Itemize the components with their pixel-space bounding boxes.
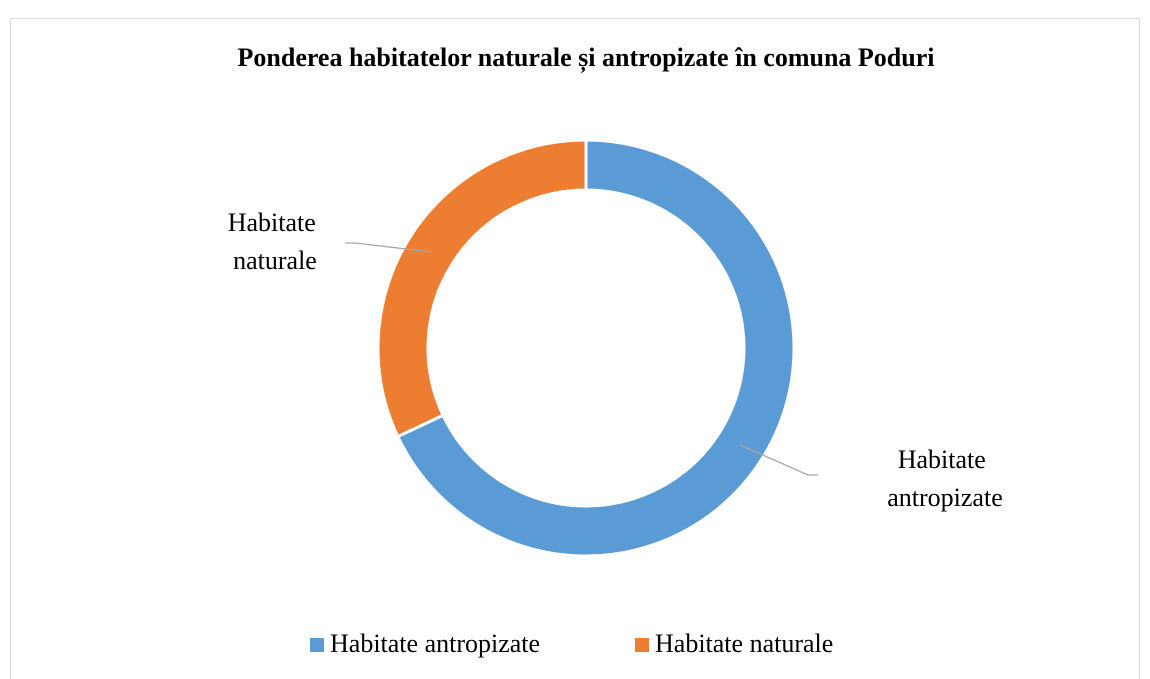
legend-swatch	[635, 638, 649, 652]
chart-title: Ponderea habitatelor naturale și antropi…	[238, 43, 935, 73]
legend-label: Habitate naturale	[655, 629, 833, 658]
chart-frame	[10, 18, 1140, 679]
leader-line	[345, 242, 433, 253]
donut-segment	[395, 138, 796, 558]
leader-line	[739, 444, 818, 476]
data-label: Habitate naturale	[228, 208, 323, 275]
legend-label: Habitate antropizate	[330, 629, 540, 658]
donut-segment	[376, 138, 588, 439]
data-label: Habitate antropizate	[887, 445, 1003, 512]
legend-swatch	[310, 638, 324, 652]
